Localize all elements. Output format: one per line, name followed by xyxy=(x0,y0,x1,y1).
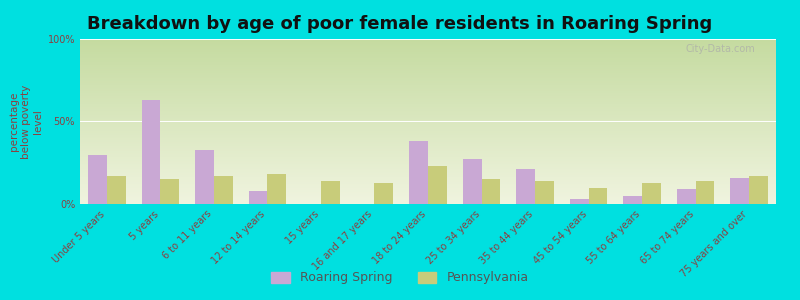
Text: City-Data.com: City-Data.com xyxy=(686,44,755,54)
Bar xyxy=(142,100,160,204)
Bar xyxy=(214,176,233,204)
Bar xyxy=(535,181,554,204)
Bar xyxy=(410,141,428,204)
Bar xyxy=(374,182,394,204)
Bar xyxy=(589,188,607,204)
Legend: Roaring Spring, Pennsylvania: Roaring Spring, Pennsylvania xyxy=(265,265,535,291)
Bar xyxy=(106,176,126,204)
Bar xyxy=(750,176,768,204)
Y-axis label: percentage
below poverty
level: percentage below poverty level xyxy=(9,84,43,159)
Bar xyxy=(321,181,340,204)
Bar xyxy=(462,159,482,204)
Bar xyxy=(642,182,661,204)
Bar xyxy=(677,189,696,204)
Bar xyxy=(88,154,106,204)
Bar xyxy=(267,174,286,204)
Bar xyxy=(249,191,267,204)
Bar xyxy=(482,179,500,204)
Text: Breakdown by age of poor female residents in Roaring Spring: Breakdown by age of poor female resident… xyxy=(87,15,713,33)
Bar xyxy=(428,166,446,204)
Bar xyxy=(623,196,642,204)
Bar xyxy=(570,199,589,204)
Bar xyxy=(160,179,179,204)
Bar xyxy=(730,178,750,204)
Bar xyxy=(516,169,535,204)
Bar xyxy=(696,181,714,204)
Bar xyxy=(195,149,214,204)
